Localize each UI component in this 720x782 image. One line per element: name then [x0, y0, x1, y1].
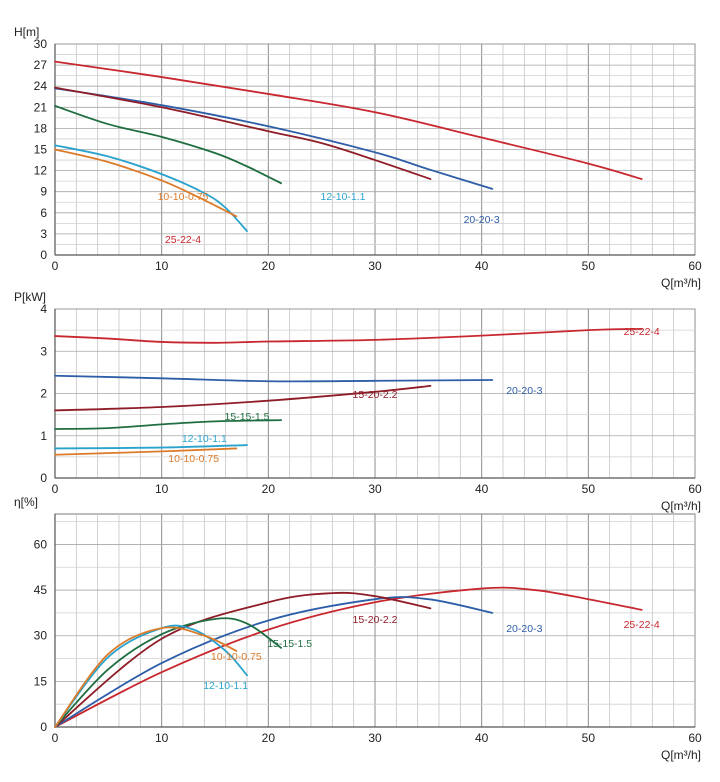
- panel-3-y-tick-label: 60: [34, 537, 48, 551]
- panel-2-series-line-15-20-2-2: [54, 384, 432, 412]
- panel-1-series-line-10-10-0-75: [54, 148, 238, 218]
- panel-3-x-tick-label: 40: [475, 731, 489, 745]
- panel-2-x-axis-label: Q[m³/h]: [661, 499, 701, 513]
- panel-3-series-label-25-22-4: 25-22-4: [624, 619, 660, 631]
- panel-2-x-tick-label: 20: [262, 482, 276, 496]
- panel-2-series-label-20-20-3: 20-20-3: [506, 385, 542, 397]
- panel-3-x-tick-label: 20: [262, 731, 276, 745]
- panel-2-series-line-12-10-1-1: [54, 444, 248, 450]
- panel-2-x-tick-label: 10: [155, 482, 169, 496]
- panel-2-y-tick-label: 1: [40, 429, 47, 443]
- panel-2-series-line-25-22-4: [54, 327, 643, 344]
- panel-3-y-tick-label: 15: [34, 674, 48, 688]
- panel-3-x-tick-label: 50: [582, 731, 596, 745]
- panel-1-y-tick-label: 30: [34, 37, 48, 51]
- panel-1-series-line-12-10-1-1: [54, 144, 248, 232]
- panel-1-y-tick-label: 15: [34, 143, 48, 157]
- panel-1-y-tick-label: 9: [40, 185, 47, 199]
- panel-3-x-tick-label: 10: [155, 731, 169, 745]
- panel-2-y-tick-label: 0: [40, 471, 47, 485]
- panel-1-y-tick-label: 18: [34, 121, 48, 135]
- panel-1-series-label-12-10-1-1: 12-10-1.1: [321, 191, 366, 203]
- panel-2-series-line-15-15-1-5: [54, 419, 283, 430]
- panel-3-y-axis-label: η[%]: [14, 495, 38, 509]
- panel-1-y-tick-label: 12: [34, 164, 48, 178]
- panel-2-x-tick-label: 50: [582, 482, 596, 496]
- panel-1-y-tick-label: 6: [40, 206, 47, 220]
- panel-3-series-label-20-20-3: 20-20-3: [506, 623, 542, 635]
- panel-3-y-tick-label: 30: [34, 629, 48, 643]
- panel-3-series-line-20-20-3: [54, 596, 494, 728]
- panel-1-y-tick-label: 0: [40, 248, 47, 262]
- panel-3-series-line-15-20-2-2: [54, 591, 432, 728]
- panel-1-y-tick-label: 24: [34, 79, 48, 93]
- panel-2-series-label-15-20-2-2: 15-20-2.2: [353, 389, 398, 401]
- panel-1-series-line-20-20-3: [54, 87, 494, 190]
- panel-2-x-tick-label: 30: [368, 482, 382, 496]
- panel-3-x-tick-label: 60: [688, 731, 702, 745]
- panel-1-y-tick-label: 3: [40, 227, 47, 241]
- panel-3-series-label-12-10-1-1: 12-10-1.1: [203, 680, 248, 692]
- panel-1-series-line-25-22-4: [54, 60, 643, 180]
- panel-1: 0 10 20 30 40 50 60036912151821242730H[m]Q[m³/…: [14, 25, 702, 290]
- panel-2-x-tick-label: 40: [475, 482, 489, 496]
- panel-1-y-axis-label: H[m]: [14, 25, 39, 39]
- panel-2-x-tick-label: 0: [52, 482, 59, 496]
- panel-2: 0 10 20 30 40 50 60 0 1 2 3 4P[kW] Q[m³/h] 25-22-4 20-…: [14, 290, 702, 513]
- panel-2-series-label-25-22-4: 25-22-4: [624, 326, 660, 338]
- panel-1-x-tick-label: 50: [582, 259, 596, 273]
- panel-3-series-label-15-20-2-2: 15-20-2.2: [353, 614, 398, 626]
- panel-1-series-line-15-20-2-2: [54, 86, 432, 180]
- panel-3-series-line-12-10-1-1: [54, 624, 248, 728]
- panel-2-series-label-15-15-1-5: 15-15-1.5: [225, 411, 270, 423]
- panel-1-x-tick-label: 10: [155, 259, 169, 273]
- panel-1-series-line-15-15-1-5: [54, 104, 283, 185]
- panel-3-x-tick-label: 0: [52, 731, 59, 745]
- panel-3-series-label-10-10-0-75: 10-10-0.75: [211, 651, 262, 663]
- panel-1-x-tick-label: 30: [368, 259, 382, 273]
- panel-3: 0 10 20 30 40 50 60 0 15 30 45 60 η[%] Q[m³/h] 25-22-4…: [14, 495, 702, 762]
- panel-1-x-tick-label: 0: [52, 259, 59, 273]
- panel-2-series-line-10-10-0-75: [54, 447, 238, 456]
- panel-2-x-tick-label: 60: [688, 482, 702, 496]
- panel-3-x-axis-label: Q[m³/h]: [661, 748, 701, 762]
- panel-1-series-label-25-22-4: 25-22-4: [165, 234, 201, 246]
- panel-2-series-label-10-10-0-75: 10-10-0.75: [168, 453, 219, 465]
- panel-1-x-axis-label: Q[m³/h]: [661, 276, 701, 290]
- panel-3-y-tick-label: 45: [34, 583, 48, 597]
- panel-2-y-tick-label: 3: [40, 344, 47, 358]
- panel-3-series-line-10-10-0-75: [54, 626, 238, 728]
- panel-2-series-line-20-20-3: [54, 374, 494, 383]
- panel-3-series-label-15-15-1-5: 15-15-1.5: [267, 638, 312, 650]
- panel-3-x-tick-label: 30: [368, 731, 382, 745]
- panel-1-x-tick-label: 20: [262, 259, 276, 273]
- panel-3-series-line-25-22-4: [54, 586, 643, 728]
- panel-3-y-tick-label: 0: [40, 720, 47, 734]
- panel-1-x-tick-label: 40: [475, 259, 489, 273]
- panel-1-series-label-20-20-3: 20-20-3: [464, 214, 500, 226]
- panel-2-series-label-12-10-1-1: 12-10-1.1: [182, 433, 227, 445]
- panel-1-series-label-10-10-0-75: 10-10-0.75: [158, 191, 209, 203]
- panel-1-y-tick-label: 27: [34, 58, 48, 72]
- panel-2-y-tick-label: 2: [40, 387, 47, 401]
- panel-1-x-tick-label: 60: [688, 259, 702, 273]
- panel-2-y-tick-label: 4: [40, 302, 47, 316]
- panel-2-y-axis-label: P[kW]: [14, 290, 46, 304]
- panel-1-y-tick-label: 21: [34, 100, 48, 114]
